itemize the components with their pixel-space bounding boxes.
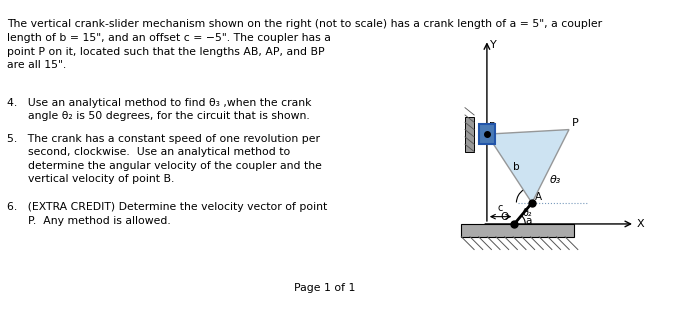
Text: O: O	[500, 212, 509, 222]
Text: c: c	[498, 203, 503, 213]
Text: b: b	[513, 162, 519, 172]
Polygon shape	[487, 130, 569, 203]
Bar	[461, 224, 574, 237]
Text: P: P	[572, 118, 578, 128]
Text: The vertical crank-slider mechanism shown on the right (not to scale) has a cran: The vertical crank-slider mechanism show…	[7, 19, 603, 70]
Bar	[465, 117, 474, 151]
Text: θ₃: θ₃	[550, 175, 561, 185]
Text: X: X	[637, 219, 644, 229]
Text: a: a	[525, 216, 531, 226]
Text: B: B	[489, 122, 496, 132]
Text: Page 1 of 1: Page 1 of 1	[293, 284, 355, 293]
Text: θ₂: θ₂	[522, 208, 532, 218]
Text: 4.   Use an analytical method to find θ₃ ,when the crank
      angle θ₂ is 50 de: 4. Use an analytical method to find θ₃ ,…	[7, 98, 312, 122]
Text: 6.   (EXTRA CREDIT) Determine the velocity vector of point
      P.  Any method : 6. (EXTRA CREDIT) Determine the velocity…	[7, 202, 328, 226]
Text: Y: Y	[489, 40, 496, 50]
Bar	[479, 124, 495, 144]
Text: 5.   The crank has a constant speed of one revolution per
      second, clockwis: 5. The crank has a constant speed of one…	[7, 133, 322, 184]
Text: A: A	[535, 192, 542, 202]
